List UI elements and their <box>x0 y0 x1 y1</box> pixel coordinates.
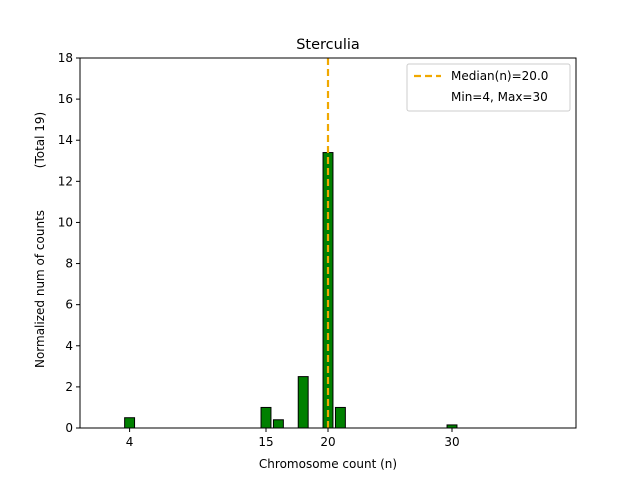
y-tick-label: 8 <box>65 257 73 271</box>
bar <box>260 406 272 429</box>
y-tick-label: 16 <box>58 92 73 106</box>
y-tick-label: 2 <box>65 380 73 394</box>
x-axis-label: Chromosome count (n) <box>259 457 397 471</box>
bar <box>124 417 136 429</box>
y-tick-label: 18 <box>58 51 73 65</box>
y-tick-label: 0 <box>65 421 73 435</box>
y-tick-label: 14 <box>58 133 73 147</box>
y-axis-total-note: (Total 19) <box>33 112 47 168</box>
bar <box>297 376 309 429</box>
bar <box>272 419 284 429</box>
x-tick-label: 15 <box>258 435 273 449</box>
y-axis-label: Normalized num of counts <box>33 210 47 368</box>
y-tick-label: 12 <box>58 174 73 188</box>
bar <box>334 406 346 429</box>
x-axis: 4 15 20 30 <box>126 428 460 449</box>
x-tick-label: 4 <box>126 435 134 449</box>
y-tick-label: 6 <box>65 298 73 312</box>
y-axis: 0 2 4 6 8 10 12 14 16 18 <box>58 51 80 435</box>
y-tick-label: 4 <box>65 339 73 353</box>
legend-box <box>406 63 571 112</box>
legend: Median(n)=20.0 Min=4, Max=30 <box>406 63 571 112</box>
x-tick-label: 20 <box>320 435 335 449</box>
chart-title: Sterculia <box>296 37 360 53</box>
x-tick-label: 30 <box>444 435 459 449</box>
y-tick-label: 10 <box>58 215 73 229</box>
legend-median-label: Median(n)=20.0 <box>451 69 548 83</box>
legend-range-label: Min=4, Max=30 <box>451 90 548 104</box>
